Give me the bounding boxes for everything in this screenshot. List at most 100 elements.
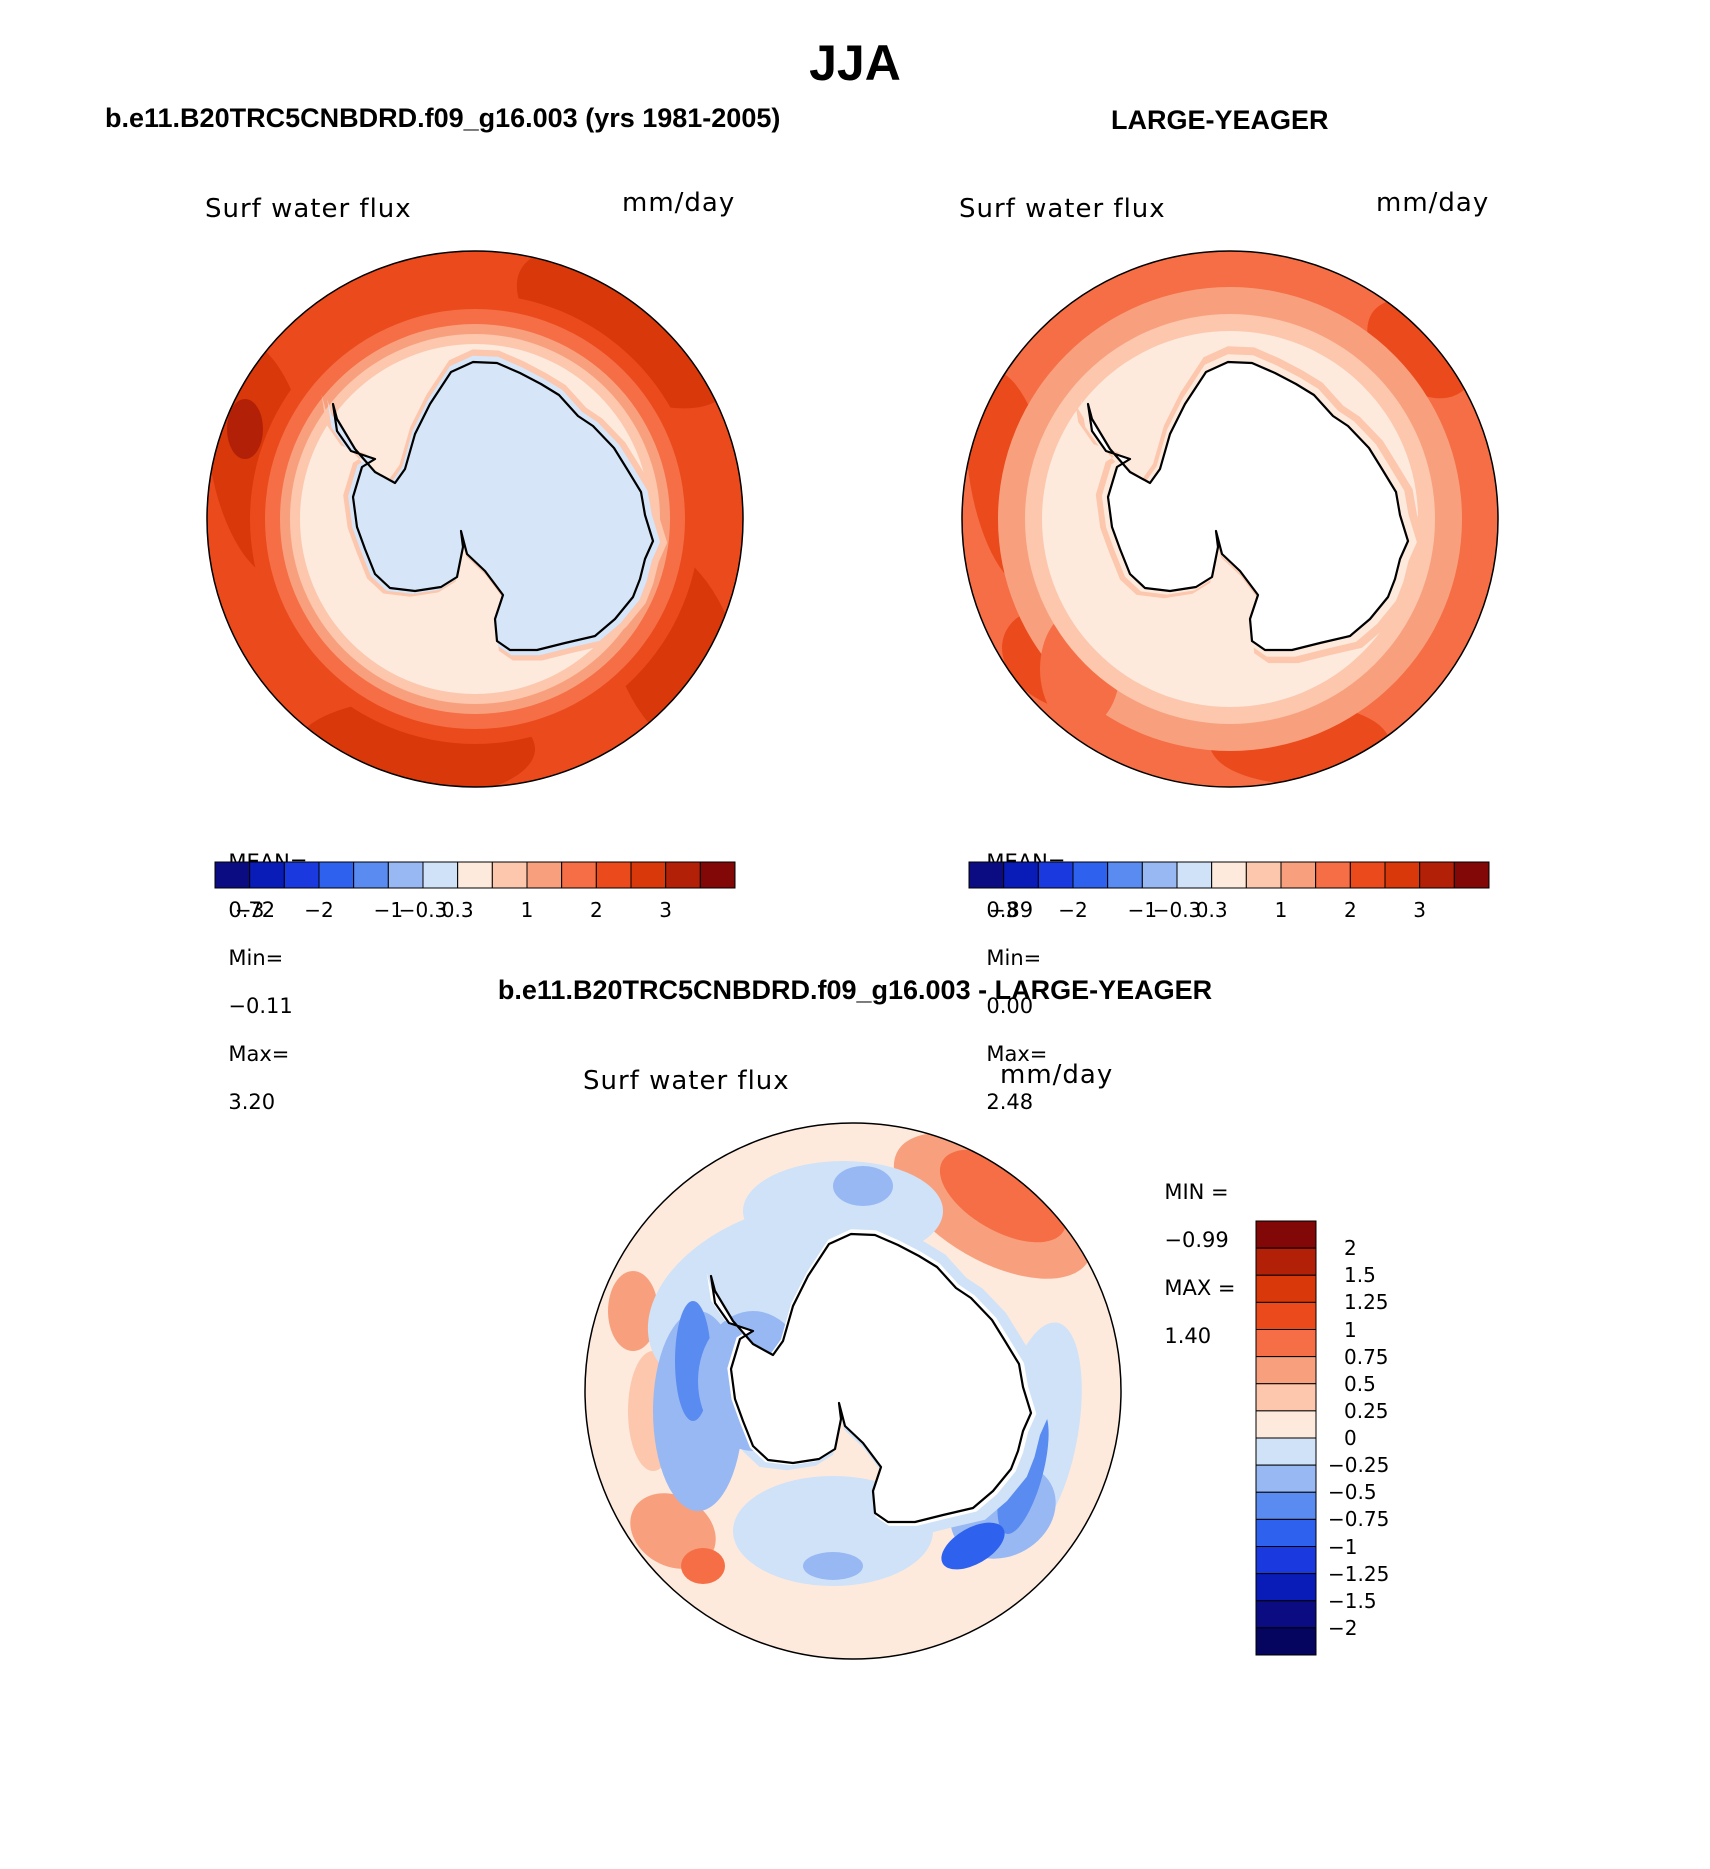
- difference-variable-label: Surf water flux: [583, 1066, 790, 1096]
- colorbar-tick-label: 1: [520, 898, 534, 922]
- colorbar-box: [1176, 861, 1213, 889]
- colorbar-box: [1384, 861, 1421, 889]
- colorbar-box: [1107, 861, 1143, 889]
- colorbar-box: [283, 861, 320, 889]
- colorbar-tick-label: 0.3: [1195, 898, 1228, 922]
- colorbar-box: [1255, 1410, 1317, 1439]
- colorbar-box: [1453, 861, 1490, 889]
- colorbar-tick-label: −0.5: [1328, 1480, 1377, 1505]
- difference-max-value: 1.40: [1164, 1324, 1212, 1348]
- colorbar-box: [1211, 861, 1247, 889]
- difference-colorbar: [1255, 1220, 1317, 1656]
- colorbar-tick-label: 1.5: [1344, 1263, 1376, 1288]
- colorbar-box: [318, 861, 355, 889]
- panel2-max-label: Max=: [986, 1042, 1048, 1066]
- panel1-colorbar-ticks: −3 −2 −1 −0.3 0.3 1 2 3: [215, 898, 735, 924]
- panel1-polar-map: [206, 250, 744, 788]
- contour-blob: [516, 251, 734, 409]
- colorbar-tick-label: −1: [1127, 898, 1158, 922]
- colorbar-tick-label: 0.75: [1344, 1344, 1389, 1369]
- panel2-polar-map: [961, 250, 1499, 788]
- map-boundary: [584, 1122, 1122, 1660]
- colorbar-tick-label: 0.25: [1344, 1398, 1389, 1423]
- colorbar-tick-label: 1: [1344, 1317, 1357, 1342]
- colorbar-box: [1255, 1356, 1317, 1385]
- colorbar-box: [491, 861, 528, 889]
- difference-max-label: MAX =: [1164, 1276, 1236, 1300]
- panel2-min-label: Min=: [986, 946, 1042, 970]
- colorbar-tick-label: 2: [1344, 1236, 1357, 1261]
- map-boundary: [961, 250, 1499, 788]
- colorbar-box: [387, 861, 424, 889]
- colorbar-box: [526, 861, 563, 889]
- colorbar-box: [665, 861, 701, 889]
- colorbar-box: [1072, 861, 1109, 889]
- colorbar-box: [457, 861, 493, 889]
- colorbar-tick-label: −2: [1328, 1615, 1358, 1640]
- colorbar-box: [1419, 861, 1455, 889]
- antarctica-coastline: [1086, 360, 1410, 652]
- colorbar-tick-label: 3: [659, 898, 673, 922]
- panel1-max-label: Max=: [228, 1042, 290, 1066]
- colorbar-box: [1255, 1627, 1317, 1656]
- colorbar-box: [1255, 1301, 1317, 1330]
- colorbar-box: [1255, 1220, 1317, 1249]
- colorbar-box: [1280, 861, 1317, 889]
- panel1-min-label: Min=: [228, 946, 284, 970]
- contour-blob: [803, 1552, 863, 1580]
- difference-min-value: −0.99: [1164, 1228, 1229, 1252]
- panel1-mean-value: 0.72: [228, 898, 276, 922]
- colorbar-box: [1245, 861, 1282, 889]
- panel1-max-value: 3.20: [228, 1090, 276, 1114]
- difference-case-title: b.e11.B20TRC5CNBDRD.f09_g16.003 - LARGE-…: [497, 975, 1213, 1005]
- colorbar-box: [1255, 1546, 1317, 1575]
- colorbar-box: [1255, 1383, 1317, 1412]
- colorbar-box: [561, 861, 597, 889]
- difference-colorbar-ticks: 2 1.5 1.25 1 0.75 0.5 0.25 0 −0.25 −0.5 −0.75 −1 −1.…: [1328, 1221, 1418, 1655]
- colorbar-box: [1255, 1437, 1317, 1466]
- colorbar-box: [1255, 1247, 1317, 1276]
- colorbar-tick-label: −0.25: [1328, 1453, 1390, 1478]
- colorbar-box: [699, 861, 736, 889]
- contour-blob: [227, 399, 263, 459]
- colorbar-tick-label: −1: [373, 898, 404, 922]
- panel2-mean-value: 0.89: [986, 898, 1034, 922]
- panel1-variable-label: Surf water flux: [205, 194, 412, 224]
- colorbar-tick-label: 2: [1343, 898, 1357, 922]
- colorbar-tick-label: −3: [988, 898, 1019, 922]
- colorbar-tick-label: −1.5: [1328, 1588, 1377, 1613]
- colorbar-tick-label: 0.3: [441, 898, 474, 922]
- colorbar-box: [353, 861, 389, 889]
- colorbar-tick-label: 1.25: [1344, 1290, 1389, 1315]
- colorbar-box: [1255, 1464, 1317, 1493]
- panel2-colorbar: [968, 861, 1490, 889]
- main-title: JJA: [809, 35, 901, 91]
- colorbar-tick-label: −2: [1058, 898, 1088, 922]
- colorbar-box: [214, 861, 251, 889]
- panel2-colorbar-ticks: −3 −2 −1 −0.3 0.3 1 2 3: [969, 898, 1489, 924]
- panel2-max-value: 2.48: [986, 1090, 1034, 1114]
- colorbar-tick-label: 2: [589, 898, 603, 922]
- colorbar-box: [422, 861, 459, 889]
- contour-blob: [941, 1522, 1005, 1570]
- contour-blob: [681, 1548, 725, 1584]
- contour-blob: [833, 1166, 893, 1206]
- colorbar-box: [1255, 1274, 1317, 1303]
- colorbar-box: [249, 861, 285, 889]
- panel1-case-title: b.e11.B20TRC5CNBDRD.f09_g16.003 (yrs 198…: [105, 103, 781, 133]
- panel2-case-title: LARGE-YEAGER: [1111, 105, 1329, 135]
- panel1-colorbar: [214, 861, 736, 889]
- colorbar-tick-label: 0.5: [1344, 1371, 1376, 1396]
- panel2-variable-label: Surf water flux: [959, 194, 1166, 224]
- colorbar-box: [630, 861, 667, 889]
- colorbar-box: [1255, 1600, 1317, 1629]
- colorbar-tick-label: −0.3: [398, 898, 448, 922]
- colorbar-box: [1037, 861, 1074, 889]
- antarctica-coastline: [331, 360, 655, 652]
- map-boundary: [206, 250, 744, 788]
- antarctica-coastline: [709, 1232, 1033, 1524]
- colorbar-tick-label: 0: [1344, 1426, 1357, 1450]
- colorbar-tick-label: 1: [1274, 898, 1288, 922]
- panel1-min-value: −0.11: [228, 994, 293, 1018]
- colorbar-tick-label: −2: [304, 898, 334, 922]
